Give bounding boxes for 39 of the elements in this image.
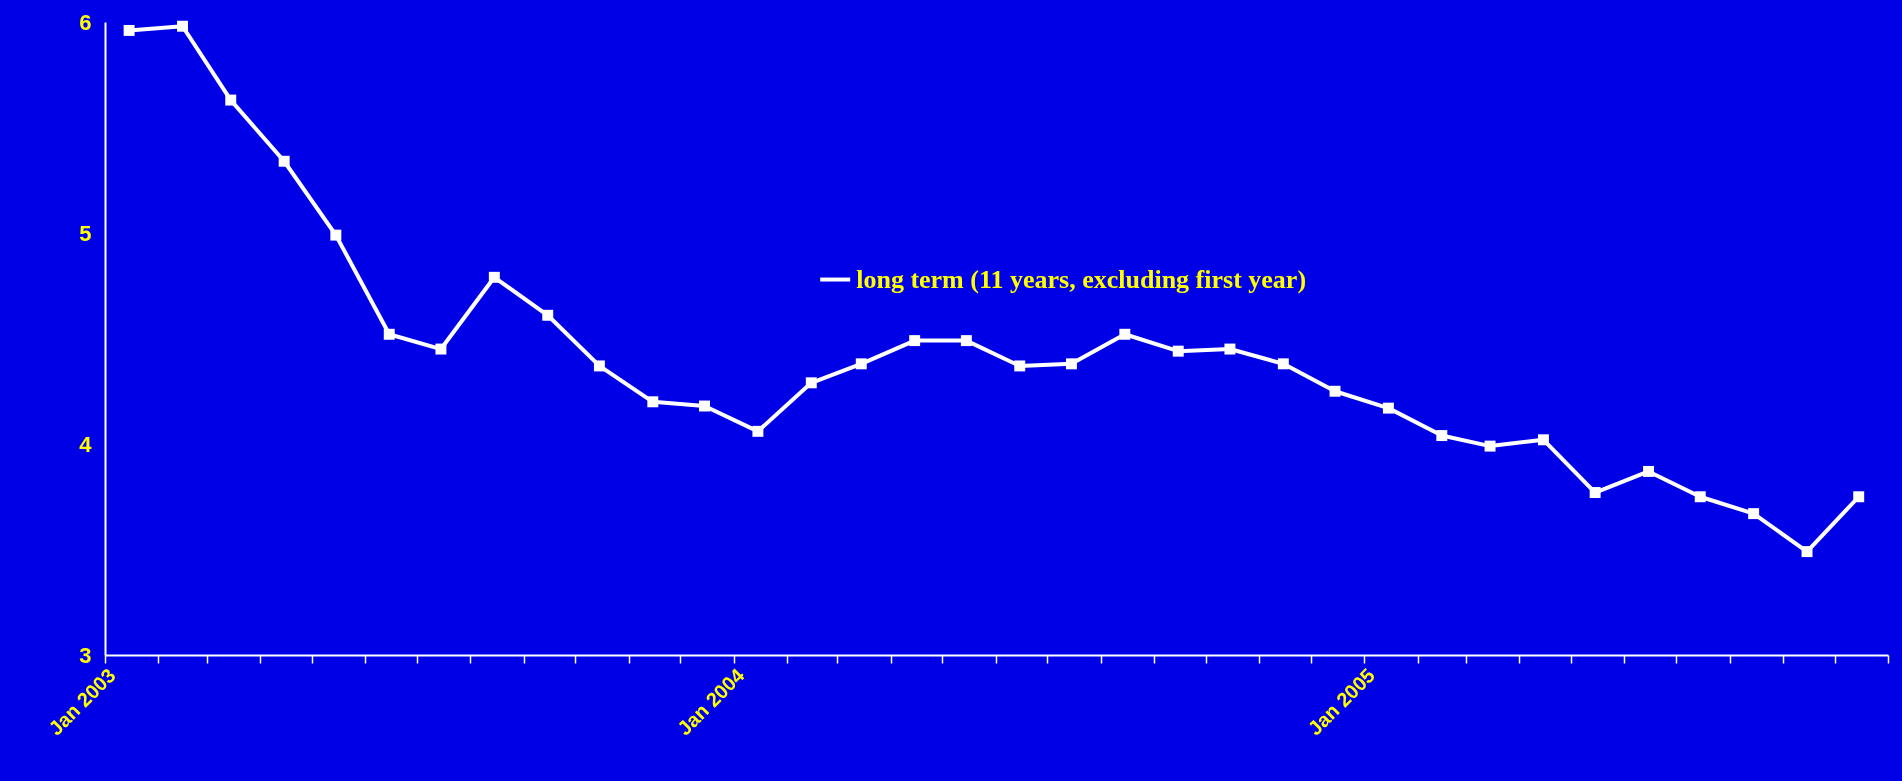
y-tick-label: 3 bbox=[79, 642, 92, 668]
y-tick-label: 5 bbox=[79, 220, 92, 246]
point bbox=[1329, 385, 1341, 397]
point bbox=[488, 271, 500, 283]
point bbox=[1853, 491, 1865, 503]
point bbox=[909, 335, 921, 347]
point bbox=[1801, 546, 1813, 558]
y-tick-label: 6 bbox=[79, 9, 92, 35]
point bbox=[1014, 360, 1026, 372]
point bbox=[1119, 328, 1131, 340]
point bbox=[1172, 345, 1184, 357]
point bbox=[330, 229, 342, 241]
point bbox=[1589, 487, 1601, 499]
point bbox=[383, 328, 395, 340]
point bbox=[647, 396, 659, 408]
point bbox=[1382, 402, 1394, 414]
point bbox=[1643, 465, 1655, 477]
point bbox=[278, 155, 290, 167]
point bbox=[435, 343, 447, 355]
point bbox=[1537, 434, 1549, 446]
point bbox=[1694, 491, 1706, 503]
point bbox=[542, 309, 554, 321]
point bbox=[1748, 508, 1760, 520]
point bbox=[805, 377, 817, 389]
point bbox=[177, 20, 188, 32]
point bbox=[1436, 430, 1448, 442]
point bbox=[1277, 358, 1289, 370]
point bbox=[1484, 440, 1496, 452]
point bbox=[752, 425, 764, 437]
point bbox=[1224, 343, 1236, 355]
point bbox=[225, 94, 237, 106]
point bbox=[699, 400, 710, 412]
y-tick-label: 4 bbox=[79, 431, 93, 457]
point bbox=[960, 335, 972, 347]
point bbox=[1065, 358, 1077, 370]
legend-label: long term (11 years, excluding first year) bbox=[856, 264, 1307, 294]
point bbox=[593, 360, 605, 372]
point bbox=[855, 358, 867, 370]
point bbox=[123, 24, 135, 36]
